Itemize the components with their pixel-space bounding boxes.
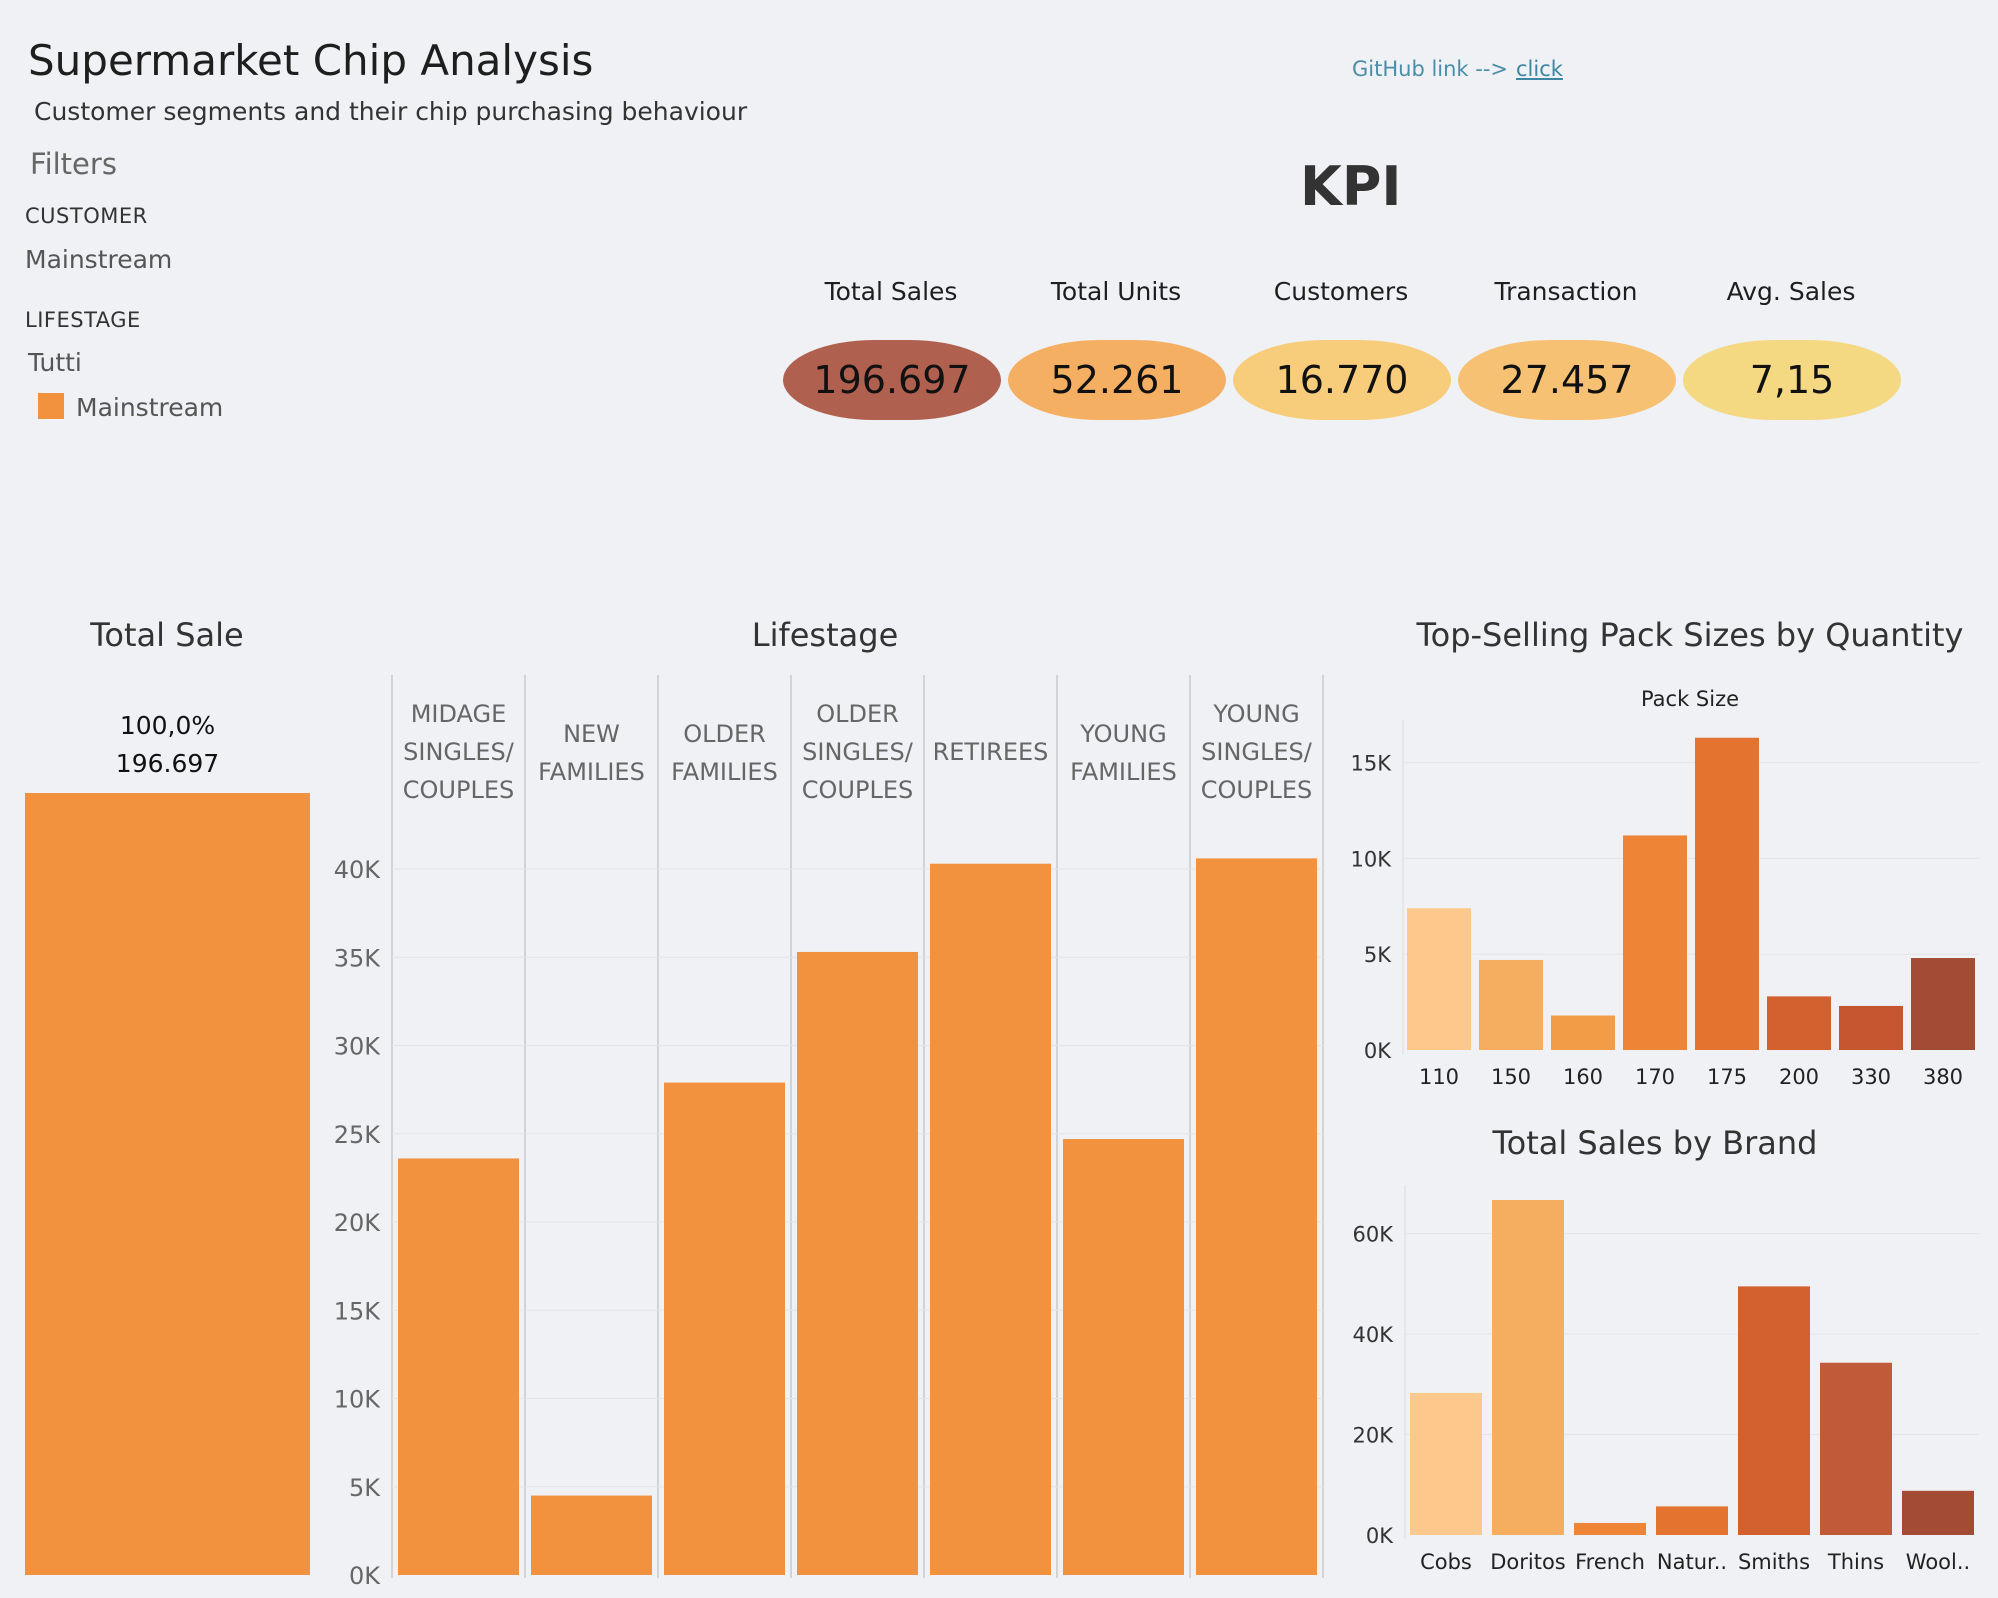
x-tick-label: 330 xyxy=(1851,1065,1891,1089)
page-subtitle: Customer segments and their chip purchas… xyxy=(34,97,748,126)
kpi-value-avg-sales: 7,15 xyxy=(1683,340,1901,420)
brand-chart: 0K 20K 40K 60K Cobs Doritos French Natur.. Smith… xyxy=(1353,1185,1979,1574)
y-tick-label: 15K xyxy=(1351,752,1393,776)
kpi-heading: KPI xyxy=(1300,155,1402,218)
y-tick-label: 0K xyxy=(1364,1039,1392,1063)
total-sale-chart-title: Total Sale xyxy=(90,616,244,654)
x-tick-label: 150 xyxy=(1491,1065,1531,1089)
category-label-midage-singles-couples: MIDAGE SINGLES/COUPLES xyxy=(403,700,515,804)
y-tick-label: 40K xyxy=(334,856,382,884)
kpi-value-total-units: 52.261 xyxy=(1008,340,1226,420)
kpi-label-total-units: Total Units xyxy=(1050,277,1182,306)
y-tick-label: 10K xyxy=(1351,847,1393,871)
x-tick-label: French xyxy=(1575,1550,1645,1574)
bar-young-families xyxy=(1063,1139,1184,1575)
bar-smiths xyxy=(1738,1286,1810,1535)
kpi-value-total-sales: 196.697 xyxy=(783,340,1001,420)
lifestage-filter-value[interactable]: Tutti xyxy=(28,348,82,377)
bar-midage-singles-couples xyxy=(398,1158,519,1575)
lifestage-chart: 0K 5K 10K 15K 20K 25K 30K 35K 40K MIDAGE SINGLES/C… xyxy=(334,675,1324,1590)
bar-total-mainstream xyxy=(25,793,310,1575)
bar-175 xyxy=(1695,737,1759,1050)
y-tick-label: 25K xyxy=(334,1121,382,1149)
bar-200 xyxy=(1767,996,1831,1050)
page-title: Supermarket Chip Analysis xyxy=(28,36,594,85)
bar-thins xyxy=(1820,1362,1892,1535)
bar-150 xyxy=(1479,959,1543,1050)
bar-170 xyxy=(1623,835,1687,1050)
bar-retirees xyxy=(930,863,1051,1575)
x-tick-label: 160 xyxy=(1563,1065,1603,1089)
y-tick-label: 20K xyxy=(334,1209,382,1237)
bar-330 xyxy=(1839,1005,1903,1050)
data-label-total: 196.697 xyxy=(116,749,219,778)
bar-wool xyxy=(1902,1490,1974,1535)
y-tick-label: 5K xyxy=(349,1474,381,1502)
kpi-label-customers: Customers xyxy=(1273,277,1409,306)
kpi-label-avg-sales: Avg. Sales xyxy=(1726,277,1856,306)
customer-filter-value[interactable]: Mainstream xyxy=(25,245,173,274)
brand-chart-title: Total Sales by Brand xyxy=(1492,1124,1818,1162)
legend-label-mainstream[interactable]: Mainstream xyxy=(76,393,224,422)
x-tick-label: Wool.. xyxy=(1906,1550,1970,1574)
github-click-link[interactable]: click xyxy=(1516,57,1563,81)
x-tick-label: 110 xyxy=(1419,1065,1459,1089)
category-label-young-families: YOUNG FAMILIES xyxy=(1070,720,1177,786)
lifestage-chart-title: Lifestage xyxy=(751,616,899,654)
lifestage-filter-label: LIFESTAGE xyxy=(25,308,141,332)
kpi-value-transaction: 27.457 xyxy=(1458,340,1676,420)
category-label-older-families: OLDER FAMILIES xyxy=(671,720,778,786)
bar-160 xyxy=(1551,1015,1615,1050)
data-label-percent: 100,0% xyxy=(120,711,215,740)
category-label-young-singles-couples: YOUNG SINGLES/COUPLES xyxy=(1201,700,1313,804)
bar-380 xyxy=(1911,958,1975,1050)
total-sale-chart: 100,0% 196.697 xyxy=(25,711,310,1575)
y-tick-label: 20K xyxy=(1353,1424,1395,1448)
category-label-new-families: NEW FAMILIES xyxy=(538,720,645,786)
kpi-label-transaction: Transaction xyxy=(1494,277,1638,306)
x-tick-label: Thins xyxy=(1827,1550,1884,1574)
x-tick-label: 200 xyxy=(1779,1065,1819,1089)
y-tick-label: 35K xyxy=(334,944,382,972)
bar-french xyxy=(1574,1522,1646,1535)
kpi-label-total-sales: Total Sales xyxy=(824,277,958,306)
y-tick-label: 60K xyxy=(1353,1223,1395,1247)
bar-cobs xyxy=(1410,1392,1482,1535)
y-tick-label: 40K xyxy=(1353,1323,1395,1347)
x-tick-label: Smiths xyxy=(1738,1550,1810,1574)
category-label-retirees: RETIREES xyxy=(933,738,1049,766)
bar-new-families xyxy=(531,1495,652,1575)
x-axis-title: Pack Size xyxy=(1641,687,1739,711)
customer-filter-label: CUSTOMER xyxy=(25,204,148,228)
x-tick-label: 170 xyxy=(1635,1065,1675,1089)
filters-title: Filters xyxy=(30,147,117,181)
bar-older-families xyxy=(664,1082,785,1575)
x-tick-label: 380 xyxy=(1923,1065,1963,1089)
y-tick-label: 30K xyxy=(334,1033,382,1061)
category-label-older-singles-couples: OLDER SINGLES/COUPLES xyxy=(802,700,914,804)
legend-swatch[interactable] xyxy=(38,393,64,419)
pack-size-chart: Pack Size 0K 5K 10K 15K 110 150 160 170 175 200 330… xyxy=(1351,687,1979,1089)
y-tick-label: 15K xyxy=(334,1297,382,1325)
x-tick-label: 175 xyxy=(1707,1065,1747,1089)
bar-doritos xyxy=(1492,1200,1564,1535)
y-tick-label: 0K xyxy=(349,1562,381,1590)
bar-natur xyxy=(1656,1506,1728,1535)
bar-older-singles-couples xyxy=(797,951,918,1575)
y-tick-label: 5K xyxy=(1364,943,1392,967)
bar-young-singles-couples xyxy=(1196,858,1317,1575)
github-label: GitHub link --> xyxy=(1352,57,1509,81)
bar-110 xyxy=(1407,908,1471,1050)
x-tick-label: Cobs xyxy=(1420,1550,1472,1574)
x-tick-label: Natur.. xyxy=(1657,1550,1727,1574)
y-tick-label: 10K xyxy=(334,1386,382,1414)
github-link-row: GitHub link --> click xyxy=(1352,57,1563,81)
kpi-value-customers: 16.770 xyxy=(1233,340,1451,420)
pack-size-chart-title: Top-Selling Pack Sizes by Quantity xyxy=(1416,616,1964,654)
y-tick-label: 0K xyxy=(1366,1524,1394,1548)
x-tick-label: Doritos xyxy=(1490,1550,1566,1574)
